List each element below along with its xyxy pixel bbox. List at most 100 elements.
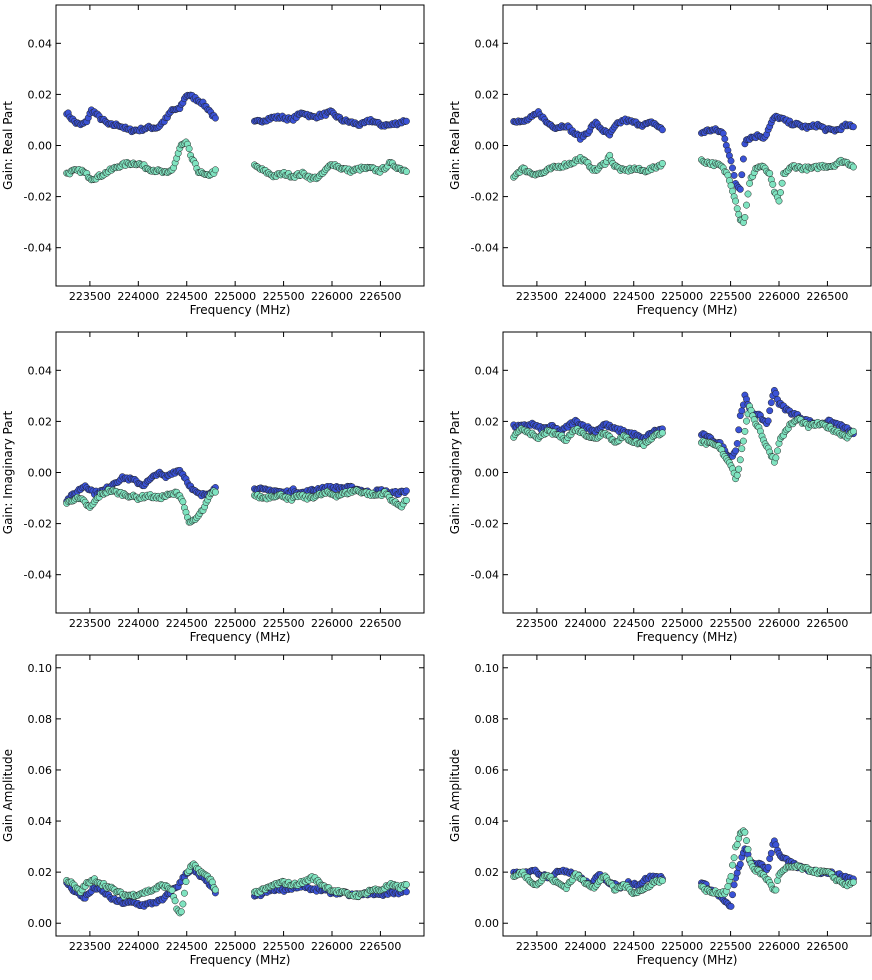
data-point (402, 881, 410, 889)
data-point (402, 496, 410, 504)
y-tick-label: -0.02 (24, 191, 52, 204)
data-point (736, 860, 744, 868)
data-point (746, 179, 754, 187)
data-point (735, 465, 743, 473)
data-point (741, 427, 749, 435)
y-tick-label: 0.06 (475, 764, 500, 777)
data-point (744, 190, 752, 198)
y-tick-label: 0.00 (475, 140, 500, 153)
x-tick-label: 223500 (516, 290, 558, 303)
data-point (402, 168, 410, 176)
data-point (168, 886, 176, 894)
x-tick-label: 226500 (806, 940, 848, 953)
data-point (849, 427, 857, 435)
x-tick-label: 226000 (758, 617, 800, 630)
x-tick-label: 225000 (661, 617, 703, 630)
x-axis-label: Frequency (MHz) (190, 953, 291, 967)
y-axis-label: Gain Amplitude (448, 749, 462, 842)
y-tick-label: -0.04 (471, 242, 499, 255)
data-point (727, 872, 735, 880)
data-point (772, 454, 780, 462)
x-tick-label: 224500 (613, 617, 655, 630)
y-tick-label: 0.04 (28, 364, 53, 377)
x-tick-label: 223500 (69, 617, 111, 630)
data-point (778, 179, 786, 187)
data-point (658, 126, 666, 134)
x-tick-label: 224500 (166, 617, 208, 630)
data-point (849, 878, 857, 886)
y-tick-label: 0.08 (475, 713, 500, 726)
data-point (744, 845, 752, 853)
points-amp-left (63, 860, 410, 917)
data-point (738, 171, 746, 179)
data-point (766, 169, 774, 177)
y-tick-label: 0.02 (28, 866, 53, 879)
x-axis-label: Frequency (MHz) (190, 303, 291, 317)
x-tick-label: 226000 (311, 290, 353, 303)
x-tick-label: 225500 (263, 290, 305, 303)
data-point (727, 157, 735, 165)
y-tick-label: 0.02 (28, 88, 53, 101)
data-point (211, 488, 219, 496)
y-tick-label: 0.00 (28, 467, 53, 480)
data-point (739, 437, 747, 445)
data-point (764, 417, 772, 425)
y-tick-label: -0.04 (471, 569, 499, 582)
y-tick-label: -0.02 (471, 191, 499, 204)
data-point (732, 447, 740, 455)
axes-frame (502, 4, 872, 287)
y-tick-label: 0.04 (475, 364, 500, 377)
y-tick-label: 0.04 (28, 815, 53, 828)
y-axis-label: Gain: Real Part (448, 101, 462, 190)
x-tick-label: 223500 (69, 290, 111, 303)
x-tick-label: 226500 (806, 617, 848, 630)
y-tick-label: 0.02 (28, 415, 53, 428)
data-point (766, 407, 774, 415)
data-point (736, 185, 744, 193)
data-point (733, 471, 741, 479)
data-point (741, 214, 749, 221)
subplot-imag-left: 223500 224000 224500 225000 225500 226000 2265… (1, 331, 425, 644)
y-tick-label: 0.02 (475, 88, 500, 101)
y-tick-label: 0.10 (475, 662, 500, 675)
data-point (743, 837, 750, 845)
y-axis-label: Gain: Real Part (1, 101, 15, 190)
x-tick-label: 225500 (710, 940, 752, 953)
points-real-left (63, 91, 410, 184)
y-tick-label: 0.02 (475, 866, 500, 879)
x-tick-label: 224000 (564, 290, 606, 303)
x-tick-label: 224000 (117, 290, 159, 303)
data-point (182, 878, 190, 886)
data-point (179, 498, 187, 506)
y-tick-label: -0.02 (471, 518, 499, 531)
points-amp-right (510, 827, 857, 910)
y-axis-label: Gain Amplitude (1, 749, 15, 842)
data-point (769, 180, 777, 188)
x-tick-label: 224500 (613, 290, 655, 303)
y-tick-label: 0.04 (28, 37, 53, 50)
x-tick-label: 226000 (758, 940, 800, 953)
data-point (732, 197, 740, 205)
x-tick-label: 224000 (117, 617, 159, 630)
x-tick-label: 225500 (263, 940, 305, 953)
y-tick-label: -0.02 (24, 518, 52, 531)
y-tick-label: 0.06 (28, 764, 53, 777)
x-tick-label: 226500 (359, 290, 401, 303)
x-tick-label: 224500 (166, 290, 208, 303)
data-point (658, 159, 666, 167)
axes-frame (55, 331, 425, 614)
data-point (171, 897, 179, 905)
x-tick-label: 225000 (661, 940, 703, 953)
data-point (185, 145, 193, 153)
y-tick-label: -0.04 (24, 569, 52, 582)
data-point (774, 447, 781, 455)
data-point (775, 197, 783, 205)
axes-frame (55, 654, 425, 937)
x-tick-label: 224000 (564, 940, 606, 953)
data-point (402, 117, 410, 125)
data-point (721, 135, 729, 143)
x-tick-label: 223500 (69, 940, 111, 953)
y-tick-label: 0.00 (28, 917, 53, 930)
data-point (743, 201, 750, 209)
x-tick-label: 225000 (214, 617, 256, 630)
